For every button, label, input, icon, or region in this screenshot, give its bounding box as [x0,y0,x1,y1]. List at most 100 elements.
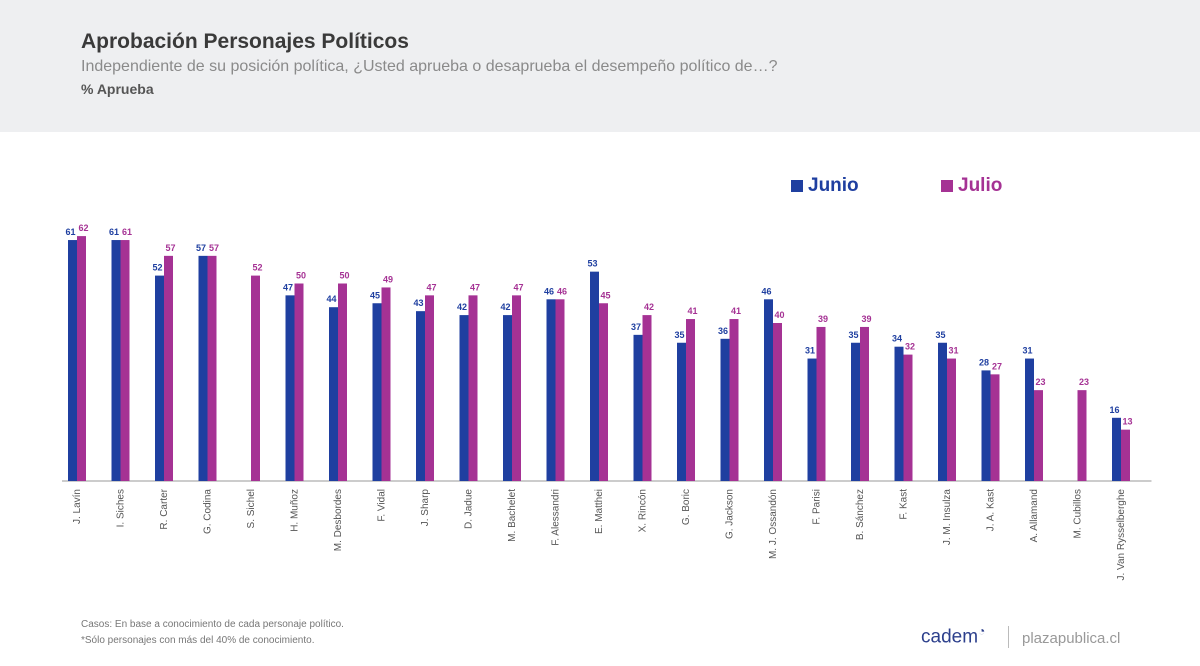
bar-julio-10 [512,295,521,481]
category-label-17: F. Parisi [812,489,823,525]
bar-junio-3 [198,255,208,481]
data-label-junio-16: 46 [761,286,771,296]
data-label-junio-21: 28 [979,357,989,367]
footnote-knowledge: *Sólo personajes con más del 40% de cono… [81,635,315,646]
data-label-junio-19: 34 [892,334,902,344]
data-label-julio-22: 23 [1035,377,1045,387]
data-label-julio-0: 62 [78,223,88,233]
data-label-julio-3: 57 [209,243,219,253]
bar-julio-6 [338,283,347,481]
bar-junio-16 [764,299,773,481]
data-label-junio-7: 45 [370,290,380,300]
data-label-junio-14: 35 [674,330,684,340]
bar-julio-19 [903,354,913,481]
bar-julio-2 [164,255,173,481]
bar-julio-12 [599,303,608,481]
category-label-9: D. Jadue [464,489,475,529]
data-label-julio-2: 57 [165,243,175,253]
bar-julio-4 [251,275,260,481]
bar-julio-20 [947,358,956,481]
chart-title: Aprobación Personajes Políticos [81,30,409,53]
data-label-julio-12: 45 [600,290,610,300]
bar-julio-13 [642,315,652,481]
header-band [0,0,1200,132]
bar-junio-11 [546,299,556,481]
bar-junio-17 [807,358,817,481]
data-label-julio-19: 32 [905,342,915,352]
data-label-junio-17: 31 [805,346,815,356]
category-label-4: S. Sichel [246,489,257,528]
bar-junio-10 [503,315,512,481]
bar-julio-21 [990,374,1000,481]
bar-julio-16 [773,323,782,481]
footnote-cases: Casos: En base a conocimiento de cada pe… [81,619,344,630]
data-label-julio-6: 50 [339,271,349,281]
data-label-julio-15: 41 [731,306,741,316]
bar-junio-5 [285,295,295,481]
footer-divider [1008,626,1009,648]
data-label-julio-13: 42 [644,302,654,312]
legend-swatch-julio [941,180,953,192]
category-label-2: R. Carter [159,488,170,529]
category-label-22: A. Allamand [1029,489,1040,542]
category-label-7: F. Vidal [377,489,388,522]
chart-unit-label: % Aprueba [81,81,154,97]
cadem-logo-mark-icon: ◔ [978,624,986,638]
legend-item-julio: Julio [941,175,1002,197]
data-label-junio-3: 57 [196,243,206,253]
bar-julio-8 [425,295,434,481]
data-label-junio-12: 53 [587,259,597,269]
category-label-5: H. Muñoz [290,489,301,532]
data-label-junio-10: 42 [500,302,510,312]
bar-julio-14 [686,319,695,481]
data-label-junio-8: 43 [413,298,423,308]
bar-junio-18 [851,342,860,481]
data-label-julio-24: 13 [1122,417,1132,427]
bar-junio-14 [677,342,686,481]
category-label-11: F. Alessandri [551,489,562,546]
bar-junio-13 [633,334,643,481]
bar-julio-11 [555,299,565,481]
data-label-junio-24: 16 [1109,405,1119,415]
category-label-18: B. Sánchez [855,489,866,540]
chart-subtitle: Independiente de su posición política, ¿… [81,58,778,75]
data-label-julio-11: 46 [557,286,567,296]
bar-junio-0 [68,240,77,481]
category-label-1: I. Siches [116,489,127,527]
category-label-20: J. M. Insulza [942,489,953,546]
bar-junio-19 [894,346,904,481]
bar-julio-0 [77,236,86,481]
bar-julio-3 [207,255,217,481]
bar-julio-9 [468,295,478,481]
category-label-3: G. Codina [203,489,214,534]
data-label-junio-13: 37 [631,322,641,332]
category-label-6: M. Desbordes [333,489,344,551]
legend-label-junio: Junio [808,175,859,196]
data-label-julio-20: 31 [948,346,958,356]
category-label-15: G. Jackson [725,489,736,539]
category-label-19: F. Kast [899,489,910,520]
data-label-junio-15: 36 [718,326,728,336]
cadem-logo-text: cadem [921,626,979,648]
data-label-junio-1: 61 [109,227,119,237]
legend-label-julio: Julio [958,175,1003,196]
bar-junio-22 [1025,358,1034,481]
data-label-julio-21: 27 [992,361,1002,371]
data-label-julio-4: 52 [252,263,262,273]
category-label-21: J. A. Kast [986,489,997,531]
cadem-logo: cadem◔ [921,624,985,648]
category-label-24: J. Van Rysselberghe [1116,489,1127,581]
site-name: plazapublica.cl [1022,630,1121,647]
data-label-julio-5: 50 [296,271,306,281]
data-label-julio-8: 47 [426,282,436,292]
legend-item-junio: Junio [791,175,859,197]
data-label-junio-11: 46 [544,286,554,296]
bar-junio-9 [459,315,469,481]
category-label-14: G. Boric [681,489,692,525]
category-label-23: M. Cubillos [1073,489,1084,538]
data-label-junio-9: 42 [457,302,467,312]
data-label-junio-5: 47 [283,282,293,292]
bar-julio-24 [1121,429,1130,481]
data-label-junio-18: 35 [848,330,858,340]
bar-julio-15 [729,319,739,481]
